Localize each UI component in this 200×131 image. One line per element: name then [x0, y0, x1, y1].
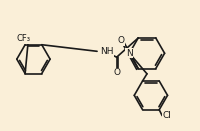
Text: Cl: Cl [163, 111, 171, 120]
Text: CF₃: CF₃ [17, 34, 31, 43]
Text: N: N [126, 49, 133, 58]
Text: NH: NH [100, 47, 113, 56]
Text: O: O [117, 36, 124, 45]
Text: O: O [113, 68, 120, 77]
